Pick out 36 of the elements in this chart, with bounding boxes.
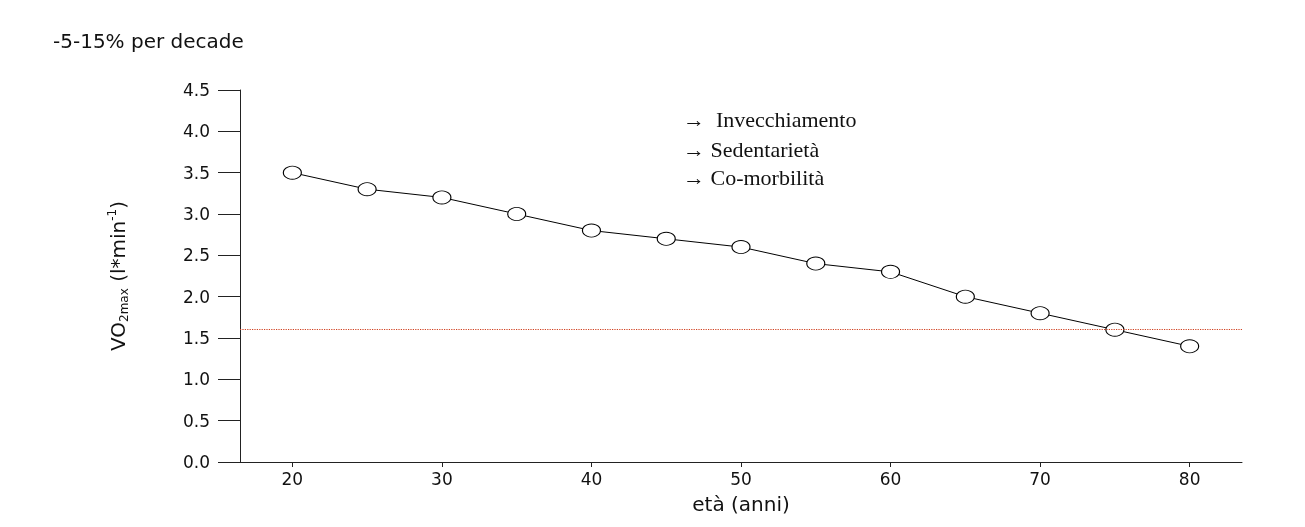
annotation: → Co-morbilità — [683, 164, 825, 190]
y-tick-label: 2.5 — [182, 245, 210, 266]
point — [1030, 306, 1050, 321]
x-axis-title: età (anni) — [692, 492, 790, 516]
point — [731, 240, 751, 255]
point — [806, 256, 826, 271]
point — [507, 207, 527, 221]
x-tick-label: 60 — [879, 468, 902, 489]
y-axis-title: VO2max (l*min-1) — [105, 200, 131, 352]
x-tick-label: 80 — [1178, 468, 1201, 489]
y-tick-label: 4.0 — [182, 121, 210, 142]
point — [357, 182, 377, 197]
point — [1180, 339, 1200, 354]
x-tick-label: 20 — [281, 468, 304, 489]
y-tick-label: 4.5 — [182, 80, 210, 100]
y-tick-label: 0.0 — [182, 452, 210, 472]
y-tick-label: 1.0 — [182, 369, 210, 390]
y-tick-label: 1.5 — [182, 328, 210, 348]
point — [1105, 322, 1125, 337]
x-tick-label: 30 — [431, 468, 453, 489]
point — [656, 231, 676, 246]
y-tick-label: 3.0 — [182, 204, 210, 224]
y-tick-label: 0.5 — [182, 410, 210, 431]
x-tick-label: 50 — [730, 468, 752, 489]
x-tick-label: 40 — [580, 468, 603, 489]
point — [432, 190, 452, 205]
annotation: → Sedentarietà — [683, 136, 820, 162]
y-tick-label: 3.5 — [182, 162, 210, 183]
chart-title: -5-15% per decade — [53, 29, 244, 53]
point — [955, 289, 975, 304]
annotation: → Invecchiamento — [683, 106, 857, 132]
point — [581, 223, 601, 238]
y-tick-label: 2.0 — [182, 286, 210, 307]
point — [282, 165, 302, 180]
x-tick-label: 70 — [1029, 468, 1051, 489]
point — [881, 264, 901, 279]
